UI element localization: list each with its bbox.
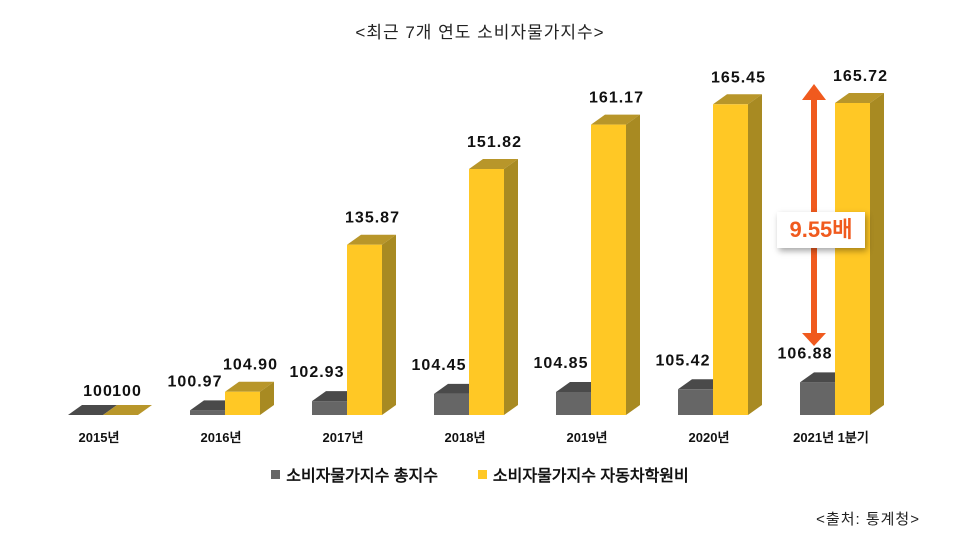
- bar-0-3: [434, 393, 469, 415]
- x-tick-label-3: 2018년: [445, 430, 486, 445]
- bar-1-6: [835, 103, 870, 415]
- x-tick-label-5: 2020년: [689, 430, 730, 445]
- bar-top-1-2: [347, 234, 396, 245]
- bar-0-2: [312, 401, 347, 415]
- bar-side-1-4: [626, 114, 640, 415]
- x-tick-label-2: 2017년: [323, 430, 364, 445]
- legend-label-driving-school: 소비자물가지수 자동차학원비: [492, 468, 689, 485]
- arrow-down-icon: [802, 333, 826, 346]
- legend-swatch-driving-school: [477, 469, 487, 479]
- data-label-0-1: 100.97: [168, 373, 223, 390]
- data-label-0-5: 105.42: [656, 352, 711, 369]
- bar-0-6: [800, 382, 835, 415]
- bar-0-1: [190, 410, 225, 415]
- data-label-0-2: 102.93: [290, 364, 345, 381]
- legend-label-total: 소비자물가지수 총지수: [286, 468, 438, 485]
- bar-top-1-1: [225, 381, 274, 392]
- data-label-1-6: 165.72: [833, 68, 888, 85]
- data-label-1-2: 135.87: [345, 210, 400, 227]
- x-tick-label-0: 2015년: [79, 430, 120, 445]
- bar-top-1-5: [713, 94, 762, 105]
- bar-top-1-0: [103, 405, 152, 415]
- legend-item-total: 소비자물가지수 총지수: [271, 462, 438, 486]
- data-label-0-6: 106.88: [778, 345, 833, 362]
- ratio-annotation: 9.55배: [777, 212, 865, 248]
- source-note: <출처: 통계청>: [816, 511, 920, 528]
- bar-1-1: [225, 391, 260, 415]
- bar-side-1-2: [382, 234, 396, 415]
- bar-1-2: [347, 244, 382, 415]
- data-label-1-1: 104.90: [223, 357, 278, 374]
- data-label-1-3: 151.82: [467, 134, 522, 151]
- bar-1-5: [713, 104, 748, 415]
- bar-0-5: [678, 389, 713, 415]
- arrow-up-icon: [802, 84, 826, 100]
- legend-item-driving-school: 소비자물가지수 자동차학원비: [477, 462, 689, 486]
- bar-side-1-6: [870, 93, 884, 415]
- data-label-0-3: 104.45: [412, 357, 467, 374]
- data-label-0-0: 100: [83, 383, 113, 400]
- data-label-1-5: 165.45: [711, 69, 766, 86]
- data-label-1-0: 100: [112, 383, 142, 400]
- x-tick-label-6: 2021년 1분기: [793, 430, 869, 445]
- bar-side-1-3: [504, 158, 518, 415]
- bar-0-4: [556, 391, 591, 415]
- data-label-0-4: 104.85: [534, 355, 589, 372]
- bar-side-1-1: [260, 381, 274, 415]
- bar-top-1-6: [835, 93, 884, 103]
- chart-title: <최근 7개 연도 소비자물가지수>: [355, 23, 605, 42]
- bar-side-1-5: [748, 94, 762, 415]
- bar-1-4: [591, 124, 626, 415]
- data-label-1-4: 161.17: [589, 90, 644, 107]
- x-tick-label-1: 2016년: [201, 430, 242, 445]
- bar-top-1-4: [591, 114, 640, 125]
- bar-1-3: [469, 168, 504, 415]
- legend: 소비자물가지수 총지수 소비자물가지수 자동차학원비: [0, 462, 960, 486]
- bar-top-1-3: [469, 158, 518, 169]
- bar-top-0-0: [68, 405, 117, 415]
- x-tick-label-4: 2019년: [567, 430, 608, 445]
- legend-swatch-total: [271, 469, 281, 479]
